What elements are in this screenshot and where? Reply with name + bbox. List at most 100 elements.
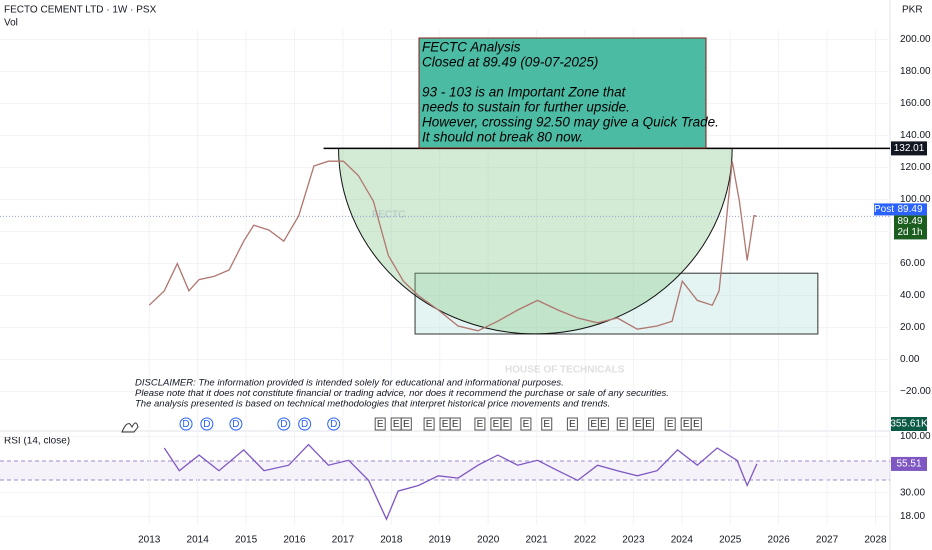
event-label: E xyxy=(693,419,700,430)
price-line xyxy=(148,160,758,332)
x-tick-label: 2021 xyxy=(525,535,548,546)
event-label: E xyxy=(403,419,410,430)
rsi-marker xyxy=(891,456,927,471)
event-label: E xyxy=(377,419,384,430)
cup-shape xyxy=(338,147,733,335)
x-tick-label: 2023 xyxy=(622,535,645,546)
event-label: E xyxy=(635,419,642,430)
event-label: E xyxy=(619,419,626,430)
y-tick-label: −20.00 xyxy=(900,386,931,397)
level-marker-label: 132.01 xyxy=(894,143,925,154)
dividend-marker xyxy=(200,417,214,431)
event-label: E xyxy=(493,419,500,430)
post-price-marker xyxy=(894,203,927,216)
watermark: HOUSE OF TECHNICALS xyxy=(505,365,625,376)
event-label: E xyxy=(543,419,550,430)
volume-marker xyxy=(891,417,927,431)
y-tick-label: 60.00 xyxy=(900,258,925,269)
x-tick-label: 2028 xyxy=(864,535,887,546)
y-tick-label: 30.00 xyxy=(900,487,925,498)
x-tick-label: 2022 xyxy=(574,535,597,546)
annotation-line: FECTC Analysis xyxy=(422,40,521,55)
annotation-line: needs to sustain for further upside. xyxy=(422,100,630,115)
volume-label: Vol xyxy=(4,18,18,29)
post-price-label: 89.49 xyxy=(897,204,922,215)
x-tick-label: 2017 xyxy=(332,535,355,546)
y-tick-label: 100.00 xyxy=(900,431,931,442)
earnings-marker xyxy=(690,417,702,431)
event-label: D xyxy=(330,419,337,430)
dividend-marker xyxy=(277,417,291,431)
earnings-marker xyxy=(400,417,412,431)
y-tick-label: 180.00 xyxy=(900,66,931,77)
annotation-line: It should not break 80 now. xyxy=(422,130,583,145)
symbol-title: FECTO CEMENT LTD · 1W · PSX xyxy=(4,5,157,16)
y-tick-label: 18.00 xyxy=(900,511,925,522)
earnings-marker xyxy=(616,417,628,431)
event-label: E xyxy=(393,419,400,430)
event-label: D xyxy=(182,419,189,430)
event-label: D xyxy=(280,419,287,430)
disclaimer-line: DISCLAIMER: The information provided is … xyxy=(135,378,564,389)
x-tick-label: 2027 xyxy=(816,535,839,546)
earnings-marker xyxy=(374,417,386,431)
volume-marker-label: 355.61K xyxy=(890,419,928,430)
currency: PKR xyxy=(902,5,923,16)
countdown-label: 2d 1h xyxy=(897,227,922,238)
level-marker xyxy=(891,141,927,156)
disclaimer-line: Please note that it does not constitute … xyxy=(135,388,669,399)
rsi-line xyxy=(163,443,758,521)
annotation-line: However, crossing 92.50 may give a Quick… xyxy=(422,115,719,130)
dividend-marker xyxy=(298,417,312,431)
y-tick-label: 20.00 xyxy=(900,322,925,333)
dividend-marker xyxy=(327,417,341,431)
dividend-marker xyxy=(179,417,193,431)
y-tick-label: 160.00 xyxy=(900,98,931,109)
logo-icon xyxy=(121,422,139,433)
earnings-marker xyxy=(500,417,512,431)
x-tick-label: 2025 xyxy=(719,535,742,546)
event-label: E xyxy=(523,419,530,430)
x-tick-label: 2024 xyxy=(671,535,694,546)
earnings-marker xyxy=(642,417,654,431)
earnings-marker xyxy=(566,417,578,431)
rsi-marker-label: 55.51 xyxy=(896,459,921,470)
y-tick-label: 140.00 xyxy=(900,130,931,141)
event-label: D xyxy=(203,419,210,430)
x-tick-label: 2013 xyxy=(138,535,161,546)
earnings-marker xyxy=(664,417,676,431)
event-label: E xyxy=(645,419,652,430)
x-tick-label: 2014 xyxy=(187,535,210,546)
price-label: 89.49 xyxy=(897,216,922,227)
session-badge xyxy=(874,203,894,216)
dividend-marker xyxy=(229,417,243,431)
event-label: D xyxy=(232,419,239,430)
event-label: D xyxy=(301,419,308,430)
x-tick-label: 2015 xyxy=(235,535,258,546)
y-tick-label: 100.00 xyxy=(900,194,931,205)
event-label: E xyxy=(477,419,484,430)
x-tick-label: 2026 xyxy=(768,535,791,546)
event-label: E xyxy=(426,419,433,430)
annotation-line: 93 - 103 is an Important Zone that xyxy=(422,85,627,100)
event-label: E xyxy=(569,419,576,430)
event-label: E xyxy=(442,419,449,430)
session-label: Post xyxy=(874,204,894,215)
earnings-marker xyxy=(541,417,553,431)
earnings-marker xyxy=(597,417,609,431)
annotation-box xyxy=(418,37,707,149)
earnings-marker xyxy=(520,417,532,431)
rsi-band xyxy=(0,461,890,480)
event-label: E xyxy=(600,419,607,430)
y-tick-label: 200.00 xyxy=(900,34,931,45)
disclaimer-line: The analysis presented is based on techn… xyxy=(135,399,610,410)
price-marker xyxy=(894,215,927,240)
earnings-marker xyxy=(474,417,486,431)
event-label: E xyxy=(590,419,597,430)
event-label: E xyxy=(683,419,690,430)
event-label: E xyxy=(503,419,510,430)
y-tick-label: 0.00 xyxy=(900,354,920,365)
event-label: E xyxy=(452,419,459,430)
x-tick-label: 2020 xyxy=(477,535,500,546)
